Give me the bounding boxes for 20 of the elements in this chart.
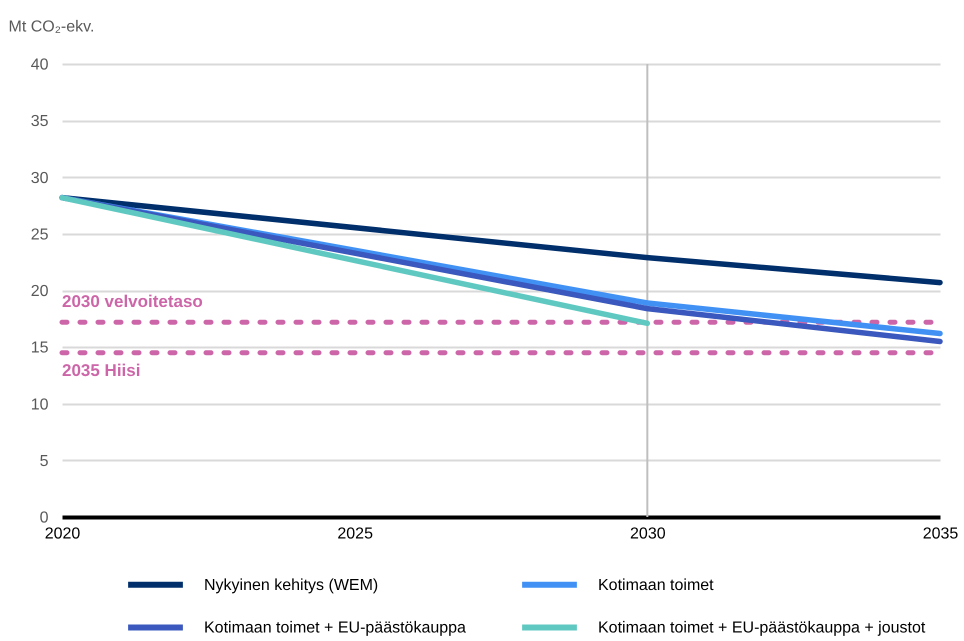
legend-label: Kotimaan toimet + EU-päästökauppa [204,620,466,636]
y-tick-label: 30 [30,170,49,187]
ref-line-label: 2035 Hiisi [62,360,140,380]
x-tick-label: 2025 [337,526,374,542]
y-tick-label: 40 [30,56,49,74]
x-tick-label: 2035 [922,526,958,542]
y-tick-label: 35 [30,113,49,130]
legend-label: Kotimaan toimet [598,576,714,594]
x-tick-label: 2030 [630,526,666,542]
y-tick-label: 15 [30,340,49,357]
y-tick-label: 20 [30,283,49,300]
y-tick-label: 25 [30,226,49,244]
y-tick-label: 0 [40,510,49,526]
y-tick-label: 5 [40,452,49,470]
y-axis-title: Mt CO₂-ekv. [8,18,94,36]
y-tick-label: 10 [30,396,49,414]
legend-label: Kotimaan toimet + EU-päästökauppa + joustot [598,620,926,636]
legend-label: Nykyinen kehitys (WEM) [204,576,378,594]
ref-line-label: 2030 velvoitetaso [62,292,203,312]
x-tick-label: 2020 [44,526,80,542]
